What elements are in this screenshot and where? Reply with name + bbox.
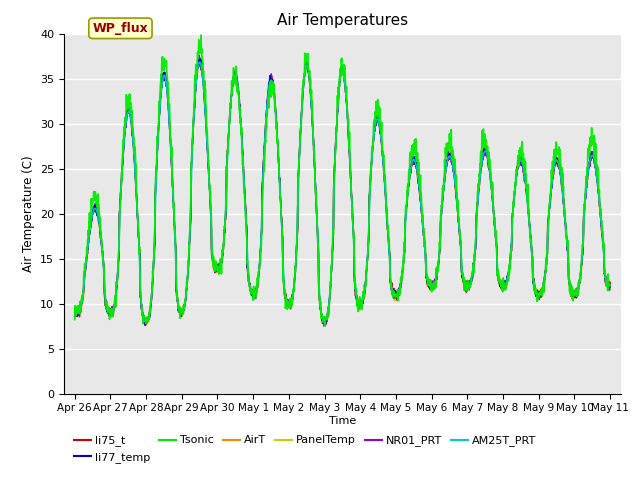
Y-axis label: Air Temperature (C): Air Temperature (C) xyxy=(22,156,35,272)
Title: Air Temperatures: Air Temperatures xyxy=(277,13,408,28)
X-axis label: Time: Time xyxy=(329,416,356,426)
Text: WP_flux: WP_flux xyxy=(93,22,148,35)
Legend: li75_t, li77_temp, Tsonic, AirT, PanelTemp, NR01_PRT, AM25T_PRT: li75_t, li77_temp, Tsonic, AirT, PanelTe… xyxy=(70,431,541,467)
